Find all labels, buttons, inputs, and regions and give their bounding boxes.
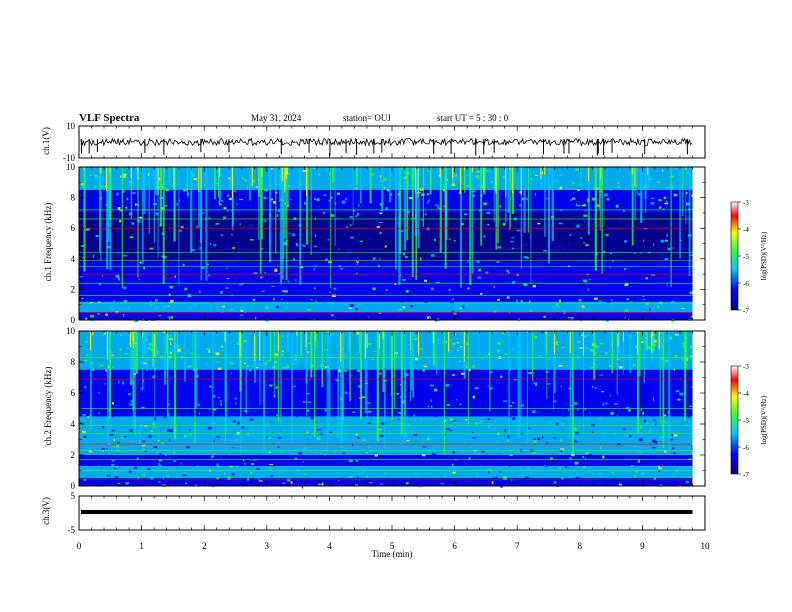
x-tick-label: 5 [390, 541, 395, 551]
x-tick-label: 3 [265, 541, 270, 551]
y-tick-label: 6 [71, 388, 76, 398]
start-time-label: start UT = 5 : 30 : 0 [437, 113, 509, 123]
ch2-spectrogram-panel [79, 331, 705, 489]
colorbar-label: log(PSD)(V²/Hz) [760, 395, 768, 444]
colorbar-tick-label: -3 [743, 199, 749, 207]
y-tick-label: 4 [71, 254, 76, 264]
x-tick-label: 8 [578, 541, 583, 551]
ch2-colorbar [730, 365, 739, 475]
x-tick-label: 1 [139, 541, 144, 551]
y-tick-label: 8 [71, 357, 76, 367]
y-tick-label: 10 [66, 326, 76, 336]
y-tick-label: 2 [71, 450, 76, 460]
y-tick-label: 8 [71, 193, 76, 203]
y-tick-label: -5 [68, 525, 76, 535]
y-tick-label: 5 [71, 491, 76, 501]
colorbar-tick-label: -5 [743, 417, 749, 425]
y-tick-label: 0 [71, 481, 76, 491]
colorbar-tick-label: -7 [743, 307, 749, 315]
x-tick-label: 4 [327, 541, 332, 551]
colorbar-label: log(PSD)(V²/Hz) [760, 231, 768, 280]
y-tick-label: 0 [71, 315, 76, 325]
colorbar-tick-label: -4 [743, 390, 749, 398]
colorbar-tick-label: -4 [743, 226, 749, 234]
y-tick-label: 4 [71, 419, 76, 429]
station-label: station= OUJ [343, 113, 391, 123]
x-tick-label: 6 [452, 541, 457, 551]
chart-title: VLF Spectra [79, 112, 140, 124]
y-tick-label: 2 [71, 284, 76, 294]
colorbar-tick-label: -3 [743, 363, 749, 371]
date-label: May 31, 2024 [251, 113, 302, 123]
x-tick-label: 9 [640, 541, 645, 551]
ch1-spectrogram-panel [79, 167, 705, 323]
x-tick-label: 0 [77, 541, 82, 551]
y-tick-label: 6 [71, 223, 76, 233]
x-tick-label: 7 [515, 541, 520, 551]
ch1-colorbar [730, 201, 739, 311]
colorbar-tick-label: -5 [743, 253, 749, 261]
colorbar-tick-label: -6 [743, 444, 749, 452]
colorbar-tick-label: -7 [743, 471, 749, 479]
x-tick-label: 10 [701, 541, 711, 551]
y-tick-label: 10 [66, 162, 76, 172]
y-tick-label: -10 [63, 153, 75, 163]
colorbar-tick-label: -6 [743, 280, 749, 288]
x-axis-label: Time (min) [372, 549, 413, 559]
y-tick-label: 10 [66, 121, 76, 131]
x-tick-label: 2 [202, 541, 207, 551]
ch1-waveform-trace [80, 137, 693, 156]
